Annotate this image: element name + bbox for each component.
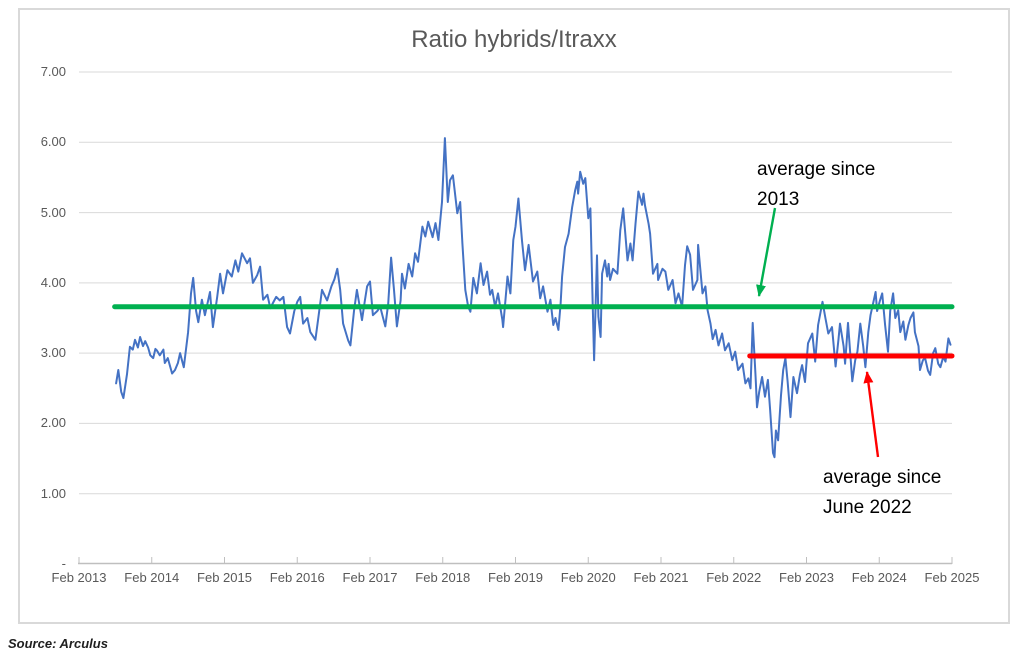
annotation-green-line2: 2013 (757, 189, 800, 210)
x-axis-label: Feb 2025 (924, 570, 980, 585)
annotation-green-line1: average since (757, 159, 876, 180)
x-axis-label: Feb 2013 (51, 570, 107, 585)
annotation-red-line2: June 2022 (823, 497, 912, 518)
annotation-average-since-june-2022: average since June 2022 (823, 463, 941, 523)
x-axis-label: Feb 2015 (197, 570, 252, 585)
y-axis-label: 2.00 (40, 415, 66, 431)
x-axis-label: Feb 2017 (342, 570, 398, 585)
x-axis-label: Feb 2024 (851, 570, 907, 585)
y-axis-label: 5.00 (40, 204, 66, 220)
x-axis-label: Feb 2018 (415, 570, 471, 585)
x-axis-label: Feb 2014 (124, 570, 180, 585)
x-axis-label: Feb 2021 (633, 570, 689, 585)
x-axis-label: Feb 2023 (779, 570, 834, 585)
y-axis-label: 6.00 (40, 134, 66, 150)
chart-title: Ratio hybrids/Itraxx (411, 26, 617, 53)
source-note: Source: Arculus (8, 636, 108, 651)
y-axis-label: 4.00 (40, 274, 66, 290)
x-axis-label: Feb 2016 (269, 570, 325, 585)
y-axis-label: 7.00 (40, 64, 66, 79)
annotation-red-line1: average since (823, 467, 942, 488)
y-axis-label: - (61, 556, 66, 571)
x-axis-label: Feb 2020 (560, 570, 616, 585)
y-axis-label: 3.00 (40, 345, 66, 361)
chart-frame (18, 8, 1010, 624)
red-arrow (863, 371, 880, 458)
x-axis-label: Feb 2019 (488, 570, 543, 585)
green-arrow (756, 207, 777, 297)
y-axis-label: 1.00 (40, 485, 66, 501)
x-axis-label: Feb 2022 (706, 570, 762, 585)
annotation-average-since-2013: average since 2013 (757, 155, 875, 215)
